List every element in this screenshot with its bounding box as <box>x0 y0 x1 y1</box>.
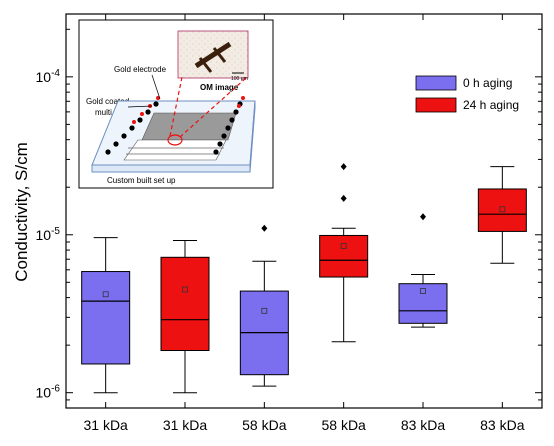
mean-marker <box>499 206 506 213</box>
om-electrode-shape <box>194 41 232 73</box>
legend-label-24h: 24 h aging <box>463 98 519 112</box>
y-tick-label: 10-6 <box>36 384 61 401</box>
gold-electrode-label: Gold electrode <box>114 65 167 74</box>
om-image-label: OM image <box>200 83 239 92</box>
x-tick-label: 83 kDa <box>401 417 446 433</box>
y-tick-label: 10-5 <box>36 226 61 243</box>
box-body <box>477 188 527 232</box>
x-tick-label: 58 kDa <box>242 417 287 433</box>
box-body <box>398 283 448 324</box>
zoom-line-2 <box>179 77 247 138</box>
box-3 <box>239 224 289 387</box>
x-tick-label: 31 kDa <box>83 417 128 433</box>
gold-pin-label-2: multi pin <box>95 108 125 117</box>
box-4 <box>319 163 369 343</box>
setup-inset: 100 μm OM image Gold electrode Gold coat… <box>78 19 274 189</box>
mean-marker <box>102 291 109 298</box>
pins-left <box>105 96 160 155</box>
box-body <box>81 271 131 365</box>
mean-marker <box>340 243 347 249</box>
legend: 0 h aging 24 h aging <box>415 75 519 113</box>
outlier-point <box>340 163 347 171</box>
pointer-electrode <box>151 74 161 100</box>
scale-bar-label: 100 μm <box>231 76 248 82</box>
pointer-pin <box>127 105 153 108</box>
pins-right <box>213 96 245 155</box>
x-tick-label: 31 kDa <box>163 417 208 433</box>
legend-label-0h: 0 h aging <box>463 76 512 90</box>
legend-swatch-0h <box>415 75 457 91</box>
y-axis-label: Conductivity, S/cm <box>12 142 31 282</box>
box-body <box>319 234 369 278</box>
x-tick-label: 83 kDa <box>480 417 525 433</box>
x-tick-label: 58 kDa <box>321 417 366 433</box>
outlier-point <box>340 194 347 202</box>
y-tick-label: 10-4 <box>36 68 61 85</box>
gold-pin-label-1: Gold coated <box>86 97 129 106</box>
plot-frame <box>65 13 543 409</box>
legend-swatch-24h <box>415 97 457 113</box>
mean-marker <box>261 307 268 314</box>
box-1 <box>81 237 131 394</box>
box-6 <box>477 166 527 264</box>
mean-marker <box>182 286 188 293</box>
outlier-point <box>420 213 426 221</box>
custom-setup-platform <box>91 100 256 173</box>
custom-setup-label: Custom built set up <box>107 176 176 185</box>
zoom-line-1 <box>169 76 183 137</box>
outlier-point <box>261 224 268 232</box>
box-body <box>160 256 210 352</box>
box-2 <box>160 239 210 394</box>
mean-marker <box>420 288 426 294</box>
box-5 <box>398 213 448 328</box>
